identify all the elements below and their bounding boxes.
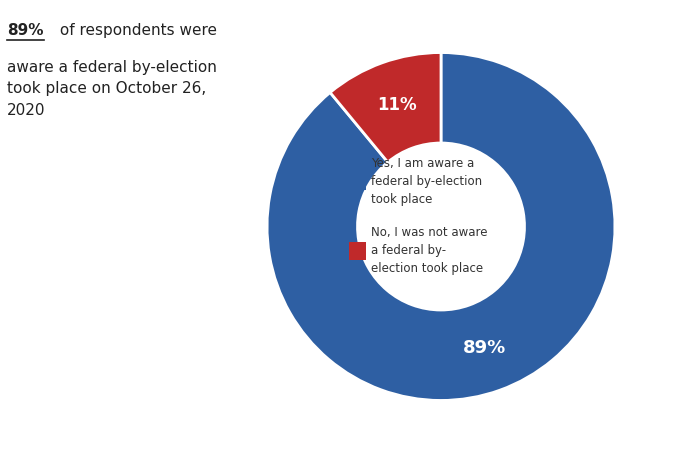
Text: 11%: 11% [377,96,417,115]
FancyBboxPatch shape [349,173,366,190]
FancyBboxPatch shape [349,242,366,260]
Wedge shape [330,53,441,162]
Wedge shape [267,53,615,400]
Text: aware a federal by-election
took place on October 26,
2020: aware a federal by-election took place o… [7,60,217,118]
Text: 89%: 89% [463,338,506,357]
Text: Yes, I am aware a
federal by-election
took place: Yes, I am aware a federal by-election to… [372,157,482,206]
Text: of respondents were: of respondents were [55,23,216,38]
Text: 89%: 89% [7,23,43,38]
Text: No, I was not aware
a federal by-
election took place: No, I was not aware a federal by- electi… [372,226,488,275]
